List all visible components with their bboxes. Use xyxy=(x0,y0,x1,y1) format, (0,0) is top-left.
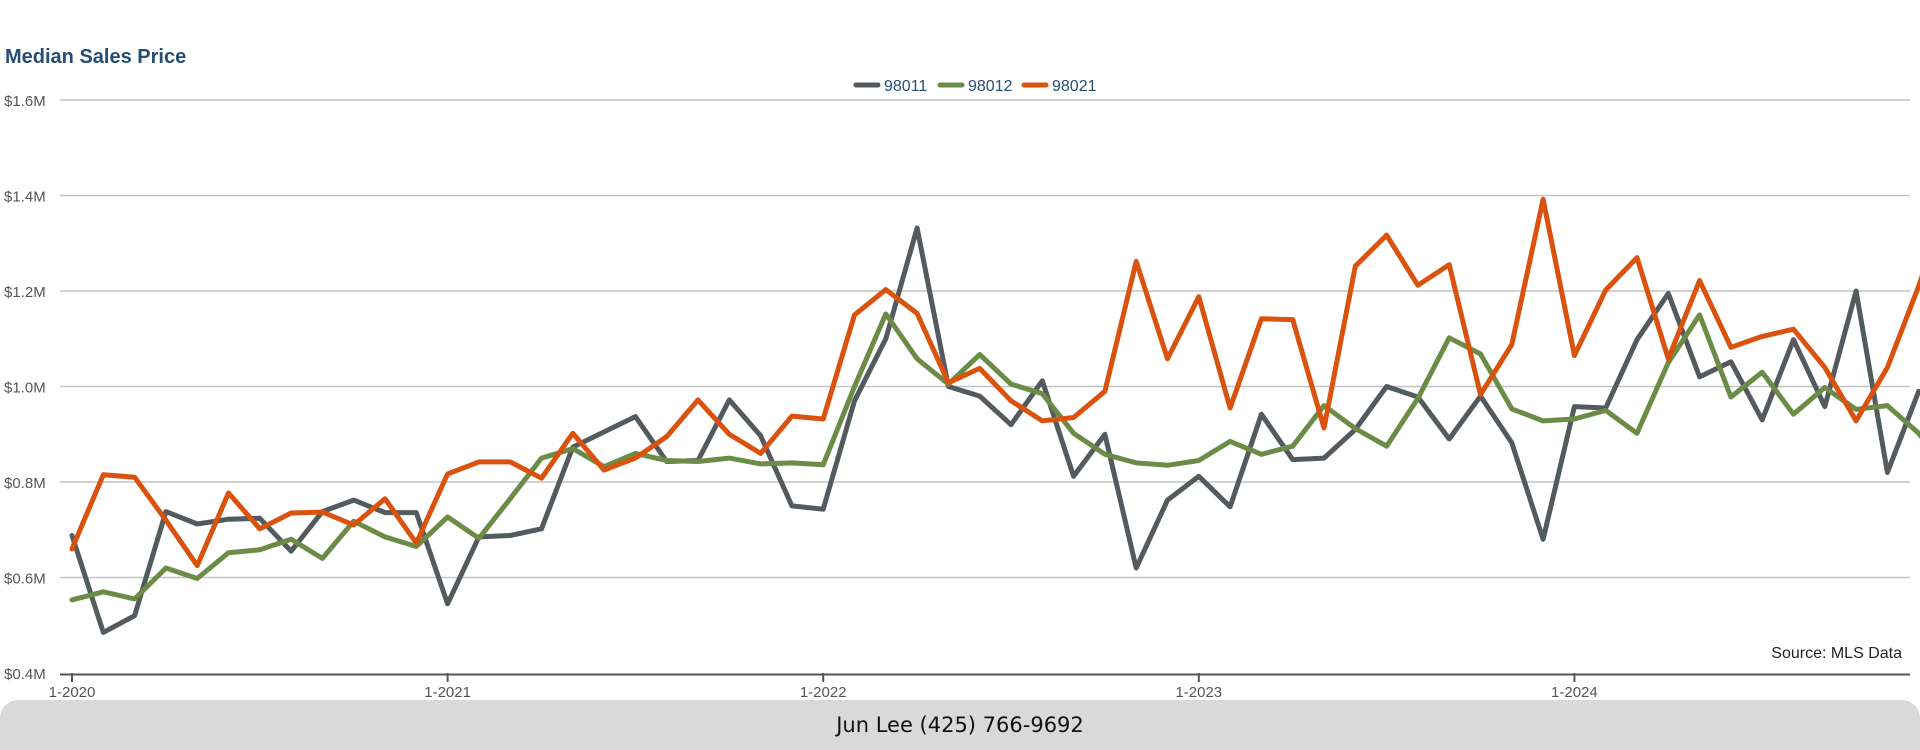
legend-label-98011: 98011 xyxy=(884,78,927,95)
x-tick-label: 1-2024 xyxy=(1551,684,1598,700)
legend: 98011 98012 98021 xyxy=(853,78,1097,95)
x-tick-label: 1-2020 xyxy=(49,684,96,700)
footer-bar: Jun Lee (425) 766-9692 xyxy=(0,700,1920,750)
y-tick-label: $0.4M xyxy=(4,666,46,683)
legend-label-98012: 98012 xyxy=(968,78,1013,95)
x-tick-label: 1-2022 xyxy=(800,684,847,700)
grid-lines xyxy=(60,99,1910,579)
y-tick-label: $1.2M xyxy=(4,284,46,301)
source-note: Source: MLS Data xyxy=(1771,645,1902,662)
line-chart: $0.4M $0.6M $0.8M $1.0M $1.2M $1.4M $1.6M 1-20… xyxy=(4,78,1920,700)
y-tick-label: $1.0M xyxy=(4,380,46,397)
y-tick-label: $1.4M xyxy=(4,189,46,206)
contact-info: Jun Lee (425) 766-9692 xyxy=(836,713,1084,737)
y-axis-ticks: $0.4M $0.6M $0.8M $1.0M $1.2M $1.4M $1.6M xyxy=(4,93,46,683)
chart-title: Median Sales Price xyxy=(5,46,187,68)
y-tick-label: $0.8M xyxy=(4,475,46,492)
x-tick-label: 1-2023 xyxy=(1175,684,1222,700)
legend-label-98021: 98021 xyxy=(1052,78,1097,95)
series-line-98011 xyxy=(69,225,1920,635)
series-line-98012 xyxy=(69,311,1920,603)
y-tick-label: $1.6M xyxy=(4,93,46,110)
series-line-98021 xyxy=(69,196,1920,569)
x-tick-label: 1-2021 xyxy=(424,684,471,700)
y-tick-label: $0.6M xyxy=(4,571,46,588)
series-lines xyxy=(69,196,1920,635)
